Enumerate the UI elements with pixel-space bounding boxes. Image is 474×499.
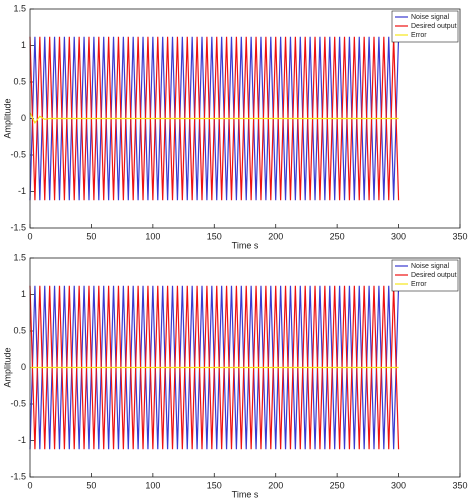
x-tick-label: 0 [27, 231, 32, 241]
x-tick-label: 150 [207, 231, 222, 241]
y-tick-label: 0 [21, 362, 26, 372]
x-tick-label: 350 [452, 231, 467, 241]
y-axis-label: Amplitude [2, 98, 12, 138]
y-tick-label: -1.5 [10, 471, 26, 481]
y-tick-label: -1.5 [10, 222, 26, 232]
x-tick-label: 50 [86, 231, 96, 241]
axes-frame [29, 8, 461, 229]
x-tick-label: 100 [145, 231, 160, 241]
y-tick-label: 1 [21, 289, 26, 299]
x-tick-label: 300 [391, 231, 406, 241]
x-axis-label: Time s [232, 240, 259, 250]
axes-frame [29, 257, 461, 478]
y-tick-label: 0 [21, 113, 26, 123]
legend-label: Error [411, 32, 427, 39]
x-axis-label: Time s [232, 489, 259, 499]
y-tick-label: -1 [18, 435, 26, 445]
y-tick-label: 1.5 [13, 3, 26, 13]
x-tick-label: 300 [391, 480, 406, 490]
y-tick-label: -1 [18, 186, 26, 196]
legend-label: Desired output [411, 272, 457, 279]
y-tick-label: 1.5 [13, 252, 26, 262]
x-tick-label: 100 [145, 480, 160, 490]
x-tick-label: 350 [452, 480, 467, 490]
y-tick-label: 0.5 [13, 76, 26, 86]
y-tick-label: 0.5 [13, 325, 26, 335]
x-tick-label: 150 [207, 480, 222, 490]
y-tick-label: -0.5 [10, 149, 26, 159]
legend-label: Error [411, 281, 427, 288]
y-tick-label: 1 [21, 40, 26, 50]
legend-label: Noise signal [411, 263, 450, 270]
y-axis-label: Amplitude [2, 347, 12, 387]
x-tick-label: 250 [330, 480, 345, 490]
y-tick-label: -0.5 [10, 398, 26, 408]
series-line [29, 112, 399, 125]
x-tick-label: 200 [268, 480, 283, 490]
legend-label: Noise signal [411, 14, 450, 21]
x-tick-label: 250 [330, 231, 345, 241]
x-tick-label: 50 [86, 480, 96, 490]
x-tick-label: 200 [268, 231, 283, 241]
legend-label: Desired output [411, 23, 457, 30]
x-tick-label: 0 [27, 480, 32, 490]
